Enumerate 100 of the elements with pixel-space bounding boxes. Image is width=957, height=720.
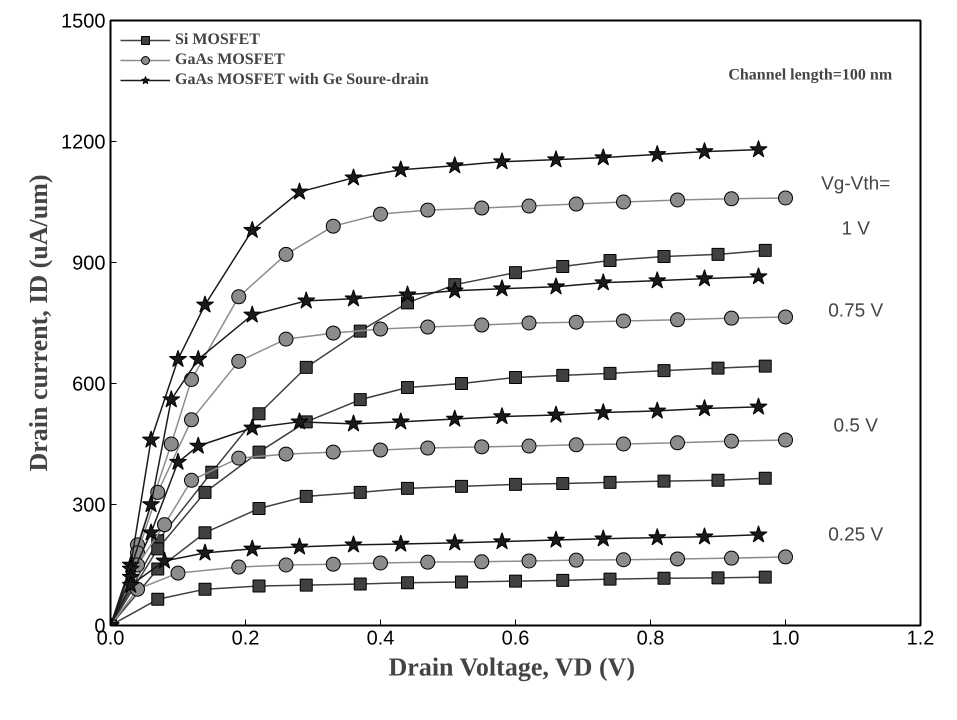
- point: [474, 200, 490, 216]
- point: [724, 310, 739, 326]
- point: [354, 577, 367, 590]
- point: [231, 560, 246, 575]
- point: [648, 144, 666, 162]
- point: [446, 156, 464, 174]
- point: [326, 444, 341, 460]
- point: [455, 575, 468, 588]
- point: [695, 527, 714, 545]
- point: [157, 517, 172, 532]
- point: [712, 474, 724, 487]
- point: [446, 409, 464, 427]
- point: [474, 439, 490, 454]
- point: [604, 366, 616, 380]
- point: [198, 486, 212, 499]
- point: [231, 450, 246, 466]
- point: [354, 393, 367, 406]
- point: [758, 244, 772, 257]
- y-tick-label: 600: [72, 374, 106, 396]
- y-tick-label: 1200: [61, 132, 106, 154]
- point: [344, 289, 363, 307]
- point: [658, 364, 670, 378]
- point: [455, 377, 468, 390]
- point: [344, 414, 363, 432]
- point: [568, 196, 584, 212]
- point: [420, 554, 436, 570]
- legend-label: GaAs MOSFET: [175, 51, 285, 69]
- x-tick-label: 0.8: [636, 628, 664, 650]
- point: [344, 168, 363, 186]
- point: [568, 437, 584, 452]
- point: [594, 529, 612, 547]
- point: [164, 436, 179, 452]
- point: [243, 220, 262, 238]
- point: [300, 360, 313, 374]
- point: [278, 558, 294, 572]
- point: [658, 572, 670, 585]
- point: [326, 326, 341, 341]
- point: [568, 552, 584, 568]
- point: [401, 482, 414, 495]
- point: [344, 535, 363, 553]
- point: [758, 570, 772, 584]
- point: [670, 192, 685, 208]
- point: [522, 316, 536, 330]
- point: [616, 552, 631, 568]
- point: [455, 480, 468, 493]
- point: [155, 551, 174, 569]
- point: [724, 434, 739, 449]
- point: [670, 435, 685, 450]
- point: [522, 553, 536, 568]
- point: [509, 266, 522, 280]
- point: [170, 566, 186, 581]
- point: [648, 528, 666, 546]
- x-axis-title: Drain Voltage, VD (V): [388, 652, 636, 682]
- point: [290, 537, 309, 555]
- point: [392, 534, 410, 552]
- point: [446, 281, 464, 299]
- point: [695, 269, 714, 286]
- point: [604, 476, 616, 489]
- point: [778, 190, 793, 206]
- point: [604, 572, 616, 586]
- point: [297, 291, 316, 309]
- point: [290, 182, 309, 200]
- point: [616, 194, 631, 210]
- point: [546, 150, 566, 168]
- point: [401, 576, 414, 590]
- point: [184, 372, 199, 387]
- point: [474, 554, 490, 570]
- point: [392, 160, 410, 178]
- point: [373, 206, 388, 222]
- annotation: 0.5 V: [834, 415, 878, 436]
- point: [546, 277, 566, 294]
- point: [401, 381, 414, 394]
- point: [278, 332, 294, 347]
- point: [398, 285, 417, 303]
- point: [122, 576, 140, 593]
- point: [758, 360, 772, 373]
- point: [492, 407, 512, 424]
- point: [189, 436, 208, 454]
- point: [373, 555, 388, 570]
- point: [252, 502, 266, 516]
- point: [724, 191, 739, 206]
- point: [616, 436, 631, 452]
- point: [695, 142, 714, 160]
- point: [492, 532, 512, 550]
- point: [658, 474, 670, 488]
- point: [758, 472, 772, 485]
- point: [373, 322, 388, 337]
- x-tick-label: 0.4: [366, 628, 394, 650]
- point: [568, 314, 584, 330]
- point: [252, 407, 266, 420]
- point: [724, 550, 739, 566]
- point: [300, 578, 313, 592]
- x-tick-label: 0.2: [232, 628, 260, 650]
- point: [492, 152, 512, 170]
- point: [509, 370, 522, 384]
- x-tick-label: 1.0: [772, 628, 800, 650]
- point: [326, 556, 341, 572]
- legend-label: GaAs MOSFET with Ge Soure-drain: [175, 71, 429, 89]
- point: [300, 490, 313, 503]
- point: [474, 318, 490, 333]
